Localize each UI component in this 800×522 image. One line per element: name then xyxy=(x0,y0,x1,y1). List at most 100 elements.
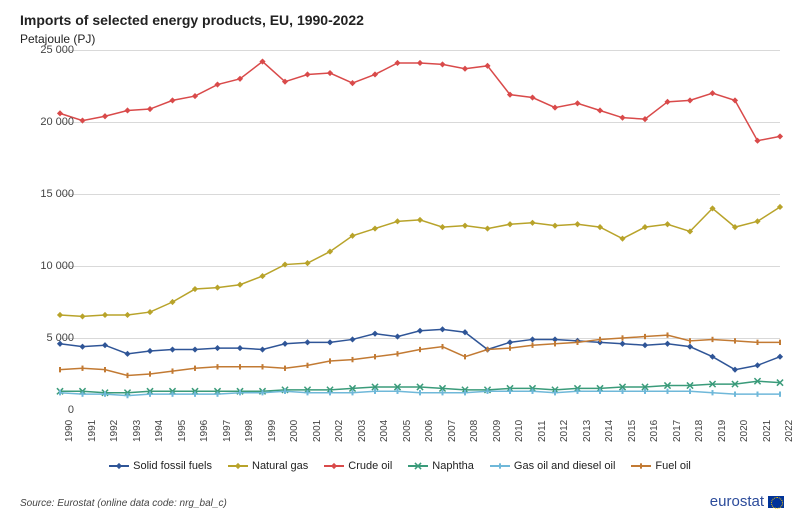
series-marker xyxy=(192,93,198,99)
series-marker xyxy=(102,342,108,348)
series-marker xyxy=(214,285,220,291)
series-marker xyxy=(124,351,130,357)
series-marker xyxy=(439,326,445,332)
x-tick-label: 1995 xyxy=(177,420,188,442)
x-tick-label: 2020 xyxy=(739,420,750,442)
series-marker xyxy=(417,217,423,223)
x-tick-label: 1991 xyxy=(87,420,98,442)
series-marker xyxy=(664,221,670,227)
series-marker xyxy=(282,341,288,347)
series-marker xyxy=(169,299,175,305)
series-marker xyxy=(777,133,783,139)
y-tick-label: 10 000 xyxy=(14,260,74,272)
series-marker xyxy=(169,97,175,103)
x-tick-label: 2004 xyxy=(379,420,390,442)
series-marker xyxy=(777,354,783,360)
legend-label: Natural gas xyxy=(252,460,308,472)
series-marker xyxy=(484,225,490,231)
plot-area xyxy=(60,50,780,410)
series-marker xyxy=(349,336,355,342)
series-marker xyxy=(462,223,468,229)
series-marker xyxy=(192,286,198,292)
series-line xyxy=(60,335,780,375)
x-tick-label: 2009 xyxy=(492,420,503,442)
x-tick-label: 2012 xyxy=(559,420,570,442)
series-marker xyxy=(439,224,445,230)
series-marker xyxy=(237,345,243,351)
x-tick-label: 2015 xyxy=(627,420,638,442)
series-marker xyxy=(372,71,378,77)
x-tick-label: 1996 xyxy=(199,420,210,442)
series-marker xyxy=(394,60,400,66)
series-marker xyxy=(687,344,693,350)
series-marker xyxy=(529,94,535,100)
series-marker xyxy=(417,328,423,334)
chart-lines-svg xyxy=(60,50,780,410)
x-tick-label: 2017 xyxy=(672,420,683,442)
chart-container: Imports of selected energy products, EU,… xyxy=(0,0,800,522)
series-marker xyxy=(147,106,153,112)
series-marker xyxy=(507,221,513,227)
legend-label: Crude oil xyxy=(348,460,392,472)
series-marker xyxy=(507,339,513,345)
legend-item: Solid fossil fuels xyxy=(109,460,212,472)
series-marker xyxy=(237,282,243,288)
series-marker xyxy=(304,71,310,77)
x-tick-label: 2016 xyxy=(649,420,660,442)
x-tick-label: 2019 xyxy=(717,420,728,442)
series-marker xyxy=(664,341,670,347)
x-tick-label: 1993 xyxy=(132,420,143,442)
y-tick-label: 20 000 xyxy=(14,116,74,128)
series-marker xyxy=(282,261,288,267)
x-tick-label: 2014 xyxy=(604,420,615,442)
legend-swatch xyxy=(490,465,510,467)
legend-swatch xyxy=(109,465,129,467)
series-marker xyxy=(304,260,310,266)
series-marker xyxy=(79,117,85,123)
legend-item: Crude oil xyxy=(324,460,392,472)
eurostat-logo: eurostat xyxy=(710,493,784,510)
series-marker xyxy=(349,80,355,86)
legend-swatch xyxy=(228,465,248,467)
legend-item: Natural gas xyxy=(228,460,308,472)
series-marker xyxy=(642,342,648,348)
x-tick-label: 2003 xyxy=(357,420,368,442)
series-marker xyxy=(394,218,400,224)
chart-title: Imports of selected energy products, EU,… xyxy=(20,12,364,28)
x-tick-label: 2008 xyxy=(469,420,480,442)
x-tick-label: 2001 xyxy=(312,420,323,442)
series-marker xyxy=(642,224,648,230)
series-marker xyxy=(372,225,378,231)
x-tick-label: 1997 xyxy=(222,420,233,442)
series-marker xyxy=(102,113,108,119)
x-tick-label: 2007 xyxy=(447,420,458,442)
series-marker xyxy=(709,354,715,360)
series-marker xyxy=(732,97,738,103)
legend-swatch xyxy=(408,465,428,467)
legend-item: Naphtha xyxy=(408,460,474,472)
x-tick-label: 2002 xyxy=(334,420,345,442)
legend-label: Gas oil and diesel oil xyxy=(514,460,616,472)
series-marker xyxy=(372,331,378,337)
series-marker xyxy=(619,341,625,347)
series-marker xyxy=(124,312,130,318)
series-line xyxy=(60,62,780,141)
x-tick-label: 2010 xyxy=(514,420,525,442)
x-tick-label: 2000 xyxy=(289,420,300,442)
series-marker xyxy=(619,115,625,121)
x-tick-label: 2021 xyxy=(762,420,773,442)
series-marker xyxy=(304,339,310,345)
x-tick-label: 2005 xyxy=(402,420,413,442)
series-marker xyxy=(574,221,580,227)
series-marker xyxy=(552,223,558,229)
series-marker xyxy=(124,107,130,113)
series-marker xyxy=(687,97,693,103)
series-marker xyxy=(192,346,198,352)
x-tick-label: 1998 xyxy=(244,420,255,442)
series-marker xyxy=(462,66,468,72)
eurostat-logo-text: eurostat xyxy=(710,493,764,510)
series-line xyxy=(60,207,780,316)
legend-item: Fuel oil xyxy=(631,460,690,472)
series-marker xyxy=(574,100,580,106)
x-tick-label: 1990 xyxy=(64,420,75,442)
